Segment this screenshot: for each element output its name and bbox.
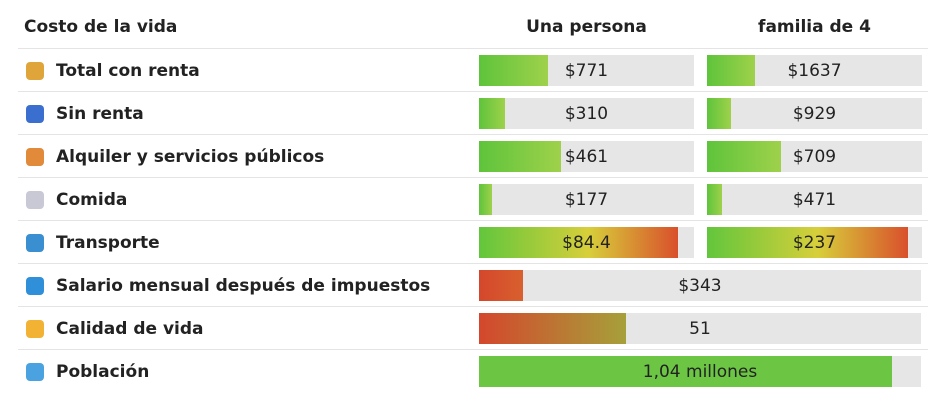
value-text: $177: [564, 190, 609, 210]
value-bar: $310: [479, 98, 694, 129]
row-label: Población: [56, 362, 150, 382]
value-text: 1,04 millones: [642, 362, 758, 382]
header-row: Costo de la vida Una persona familia de …: [18, 5, 928, 48]
row-icon: [26, 148, 44, 166]
row-label: Transporte: [56, 233, 160, 253]
row-icon: [26, 105, 44, 123]
table-title: Costo de la vida: [24, 17, 178, 37]
row-label: Calidad de vida: [56, 319, 204, 339]
value-bar: $84.4: [479, 227, 694, 258]
bar-fill: [479, 227, 678, 258]
value-bar: 1,04 millones: [479, 356, 921, 387]
table-row: Transporte $84.4 $237: [18, 220, 928, 263]
value-text: $1637: [787, 61, 842, 81]
row-label: Comida: [56, 190, 128, 210]
table-row: Calidad de vida 51: [18, 306, 928, 349]
bar-fill: [479, 270, 523, 301]
row-label: Sin renta: [56, 104, 144, 124]
row-icon: [26, 191, 44, 209]
bar-fill: [479, 356, 892, 387]
value-bar: $237: [707, 227, 922, 258]
bar-fill: [707, 227, 908, 258]
value-text: $771: [564, 61, 609, 81]
value-bar: $177: [479, 184, 694, 215]
value-bar: $471: [707, 184, 922, 215]
bar-fill: [479, 98, 505, 129]
bar-fill: [707, 141, 781, 172]
value-text: $461: [564, 147, 609, 167]
value-text: 51: [689, 319, 711, 339]
value-text: $237: [792, 233, 837, 253]
table-row: Comida $177 $471: [18, 177, 928, 220]
value-text: $343: [678, 276, 722, 296]
bar-fill: [479, 55, 548, 86]
row-icon: [26, 363, 44, 381]
table-row: Población 1,04 millones: [18, 349, 928, 392]
row-label: Alquiler y servicios públicos: [56, 147, 325, 167]
value-bar: $929: [707, 98, 922, 129]
table-row: Total con renta $771 $1637: [18, 48, 928, 91]
bar-fill: [479, 313, 626, 344]
value-bar: 51: [479, 313, 921, 344]
bar-fill: [707, 98, 731, 129]
value-text: $929: [792, 104, 837, 124]
value-text: $84.4: [562, 233, 611, 253]
value-text: $709: [792, 147, 837, 167]
row-icon: [26, 62, 44, 80]
value-bar: $771: [479, 55, 694, 86]
value-text: $310: [564, 104, 609, 124]
table-row: Salario mensual después de impuestos $343: [18, 263, 928, 306]
row-label: Salario mensual después de impuestos: [56, 276, 431, 296]
column-header: familia de 4: [758, 17, 871, 37]
column-header: Una persona: [526, 17, 647, 37]
cost-table: Costo de la vida Una persona familia de …: [18, 5, 928, 392]
value-text: $471: [792, 190, 837, 210]
bar-fill: [479, 141, 561, 172]
bar-fill: [479, 184, 492, 215]
value-bar: $461: [479, 141, 694, 172]
value-bar: $343: [479, 270, 921, 301]
table-row: Alquiler y servicios públicos $461 $709: [18, 134, 928, 177]
row-icon: [26, 320, 44, 338]
row-label: Total con renta: [56, 61, 200, 81]
row-icon: [26, 277, 44, 295]
value-bar: $709: [707, 141, 922, 172]
row-icon: [26, 234, 44, 252]
bar-fill: [707, 55, 755, 86]
table-row: Sin renta $310 $929: [18, 91, 928, 134]
value-bar: $1637: [707, 55, 922, 86]
bar-fill: [707, 184, 722, 215]
